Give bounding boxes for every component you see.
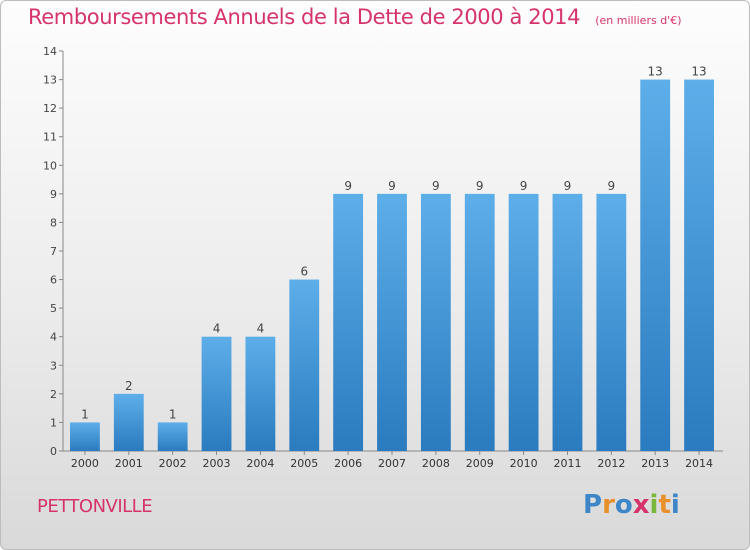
x-tick-label: 2006 xyxy=(334,457,362,470)
bar xyxy=(552,193,583,451)
title-row: Remboursements Annuels de la Dette de 20… xyxy=(28,5,681,29)
y-tick-label: 12 xyxy=(43,102,57,115)
data-label: 13 xyxy=(691,65,706,79)
data-label: 6 xyxy=(300,265,308,279)
y-tick-label: 2 xyxy=(50,388,57,401)
y-tick-label: 0 xyxy=(50,445,57,458)
data-label: 9 xyxy=(564,179,572,193)
x-tick-label: 2007 xyxy=(378,457,406,470)
chart-title: Remboursements Annuels de la Dette de 20… xyxy=(28,5,581,29)
y-tick-label: 10 xyxy=(43,159,57,172)
data-label: 2 xyxy=(125,379,133,393)
data-label: 9 xyxy=(476,179,484,193)
data-label: 9 xyxy=(344,179,352,193)
bar xyxy=(113,393,144,451)
y-tick-label: 7 xyxy=(50,245,57,258)
y-tick-label: 14 xyxy=(43,45,57,58)
y-tick-label: 8 xyxy=(50,216,57,229)
y-tick-label: 5 xyxy=(50,302,57,315)
bar xyxy=(201,336,232,451)
bar xyxy=(377,193,407,451)
x-tick-label: 2008 xyxy=(422,457,450,470)
x-tick-label: 2005 xyxy=(290,457,318,470)
y-tick-label: 3 xyxy=(50,359,57,372)
data-label: 9 xyxy=(608,179,616,193)
proxiti-logo: Proxiti xyxy=(583,490,680,520)
bar xyxy=(640,79,671,452)
x-tick-label: 2009 xyxy=(466,457,494,470)
bar xyxy=(420,193,451,451)
x-tick-label: 2014 xyxy=(685,457,713,470)
y-tick-label: 4 xyxy=(50,331,57,344)
value-labels: 1 2 1 4 4 6 9 9 9 9 9 9 9 13 13 xyxy=(81,65,707,422)
bar xyxy=(70,422,100,451)
x-tick-label: 2004 xyxy=(246,457,274,470)
data-label: 1 xyxy=(169,407,177,421)
x-tick-label: 2013 xyxy=(641,457,669,470)
bar xyxy=(508,193,539,451)
data-label: 4 xyxy=(257,322,265,336)
x-tick-label: 2000 xyxy=(71,457,99,470)
y-tick-label: 6 xyxy=(50,274,57,287)
y-tick-label: 13 xyxy=(43,74,57,87)
bar xyxy=(333,193,364,451)
logo-letter: t xyxy=(658,490,671,520)
x-tick-label: 2011 xyxy=(553,457,581,470)
commune-name: PETTONVILLE xyxy=(37,496,153,517)
logo-letter: i xyxy=(649,490,659,520)
x-tick-label: 2012 xyxy=(597,457,625,470)
x-tick-label: 2003 xyxy=(203,457,231,470)
bar xyxy=(464,193,495,451)
logo-letter: i xyxy=(670,490,680,520)
bar xyxy=(596,193,627,451)
bar xyxy=(245,336,276,451)
data-label: 4 xyxy=(213,322,221,336)
bar xyxy=(684,79,714,452)
data-label: 13 xyxy=(648,65,663,79)
data-label: 9 xyxy=(520,179,528,193)
logo-letter: o xyxy=(614,490,633,520)
bars xyxy=(70,79,714,452)
chart-subtitle: (en milliers d'€) xyxy=(595,14,682,27)
logo-letter: x xyxy=(632,490,650,520)
logo-letter: P xyxy=(583,490,603,520)
logo-letter: r xyxy=(602,490,615,520)
data-label: 1 xyxy=(81,407,89,421)
x-tick-label: 2002 xyxy=(159,457,187,470)
x-tick-label: 2001 xyxy=(115,457,143,470)
y-tick-label: 9 xyxy=(50,188,57,201)
y-tick-label: 11 xyxy=(43,131,57,144)
bar xyxy=(157,422,188,451)
data-label: 9 xyxy=(432,179,440,193)
y-tick-label: 1 xyxy=(50,416,57,429)
x-tick-label: 2010 xyxy=(510,457,538,470)
data-label: 9 xyxy=(388,179,396,193)
bar xyxy=(289,279,320,451)
